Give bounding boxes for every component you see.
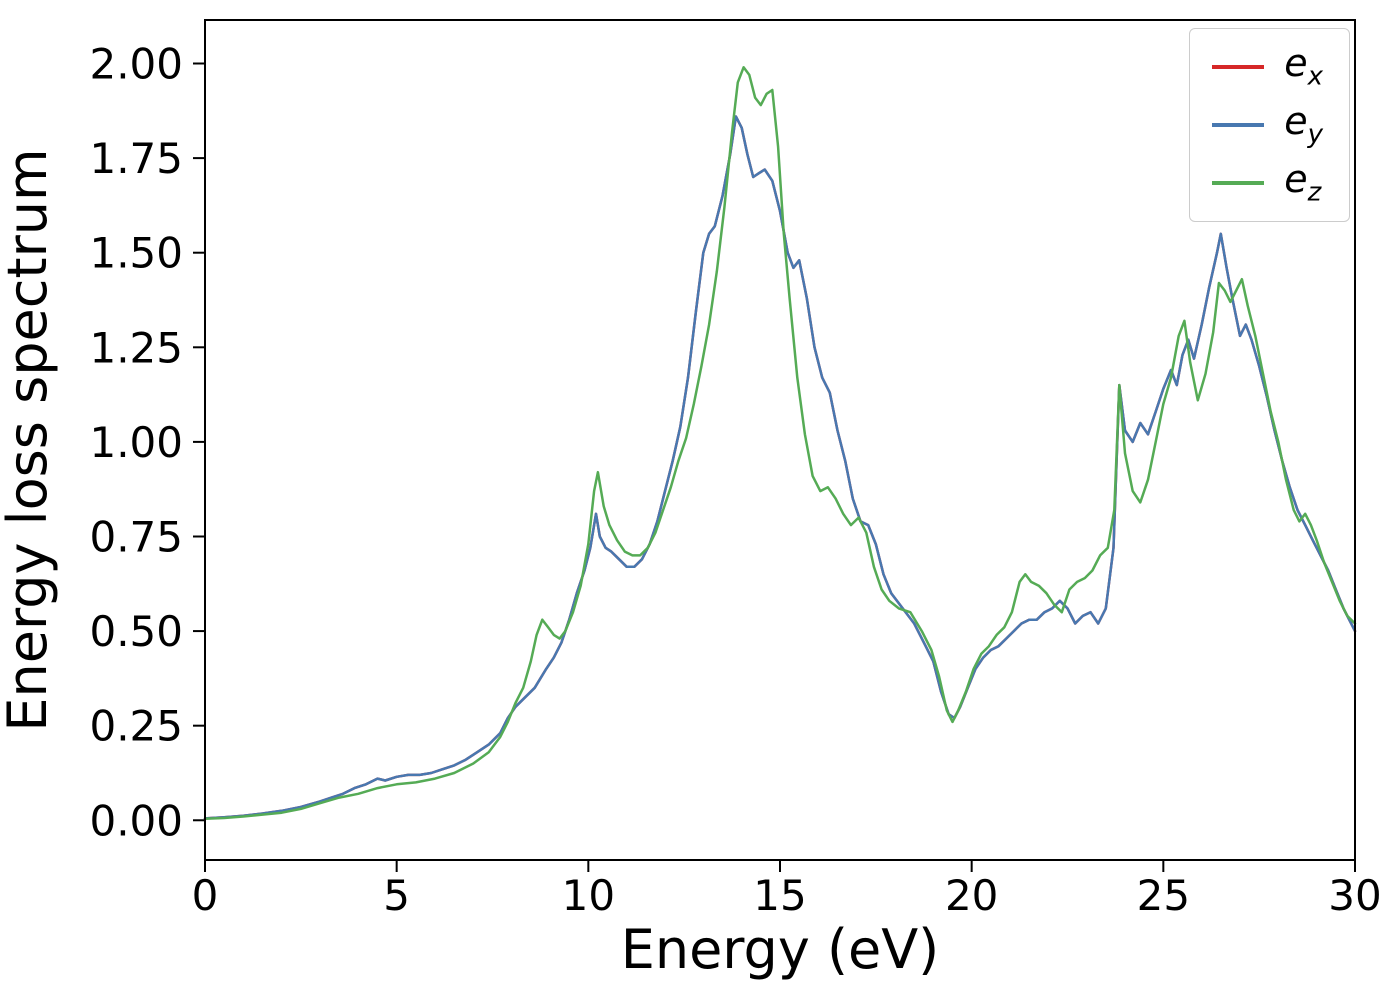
y-tick-label: 1.25 [89,323,183,372]
y-tick-label: 1.75 [89,134,183,183]
legend-label-e_x: ex [1284,41,1323,92]
series-line-e_x [203,115,1357,820]
y-tick-label: 0.00 [89,796,183,845]
x-tick-label: 20 [945,871,998,920]
y-axis-title: Energy loss spectrum [0,148,59,731]
x-tick-label: 25 [1137,871,1190,920]
legend-swatch-e_y [1212,123,1265,127]
legend-item-e_z: ez [1212,159,1323,207]
legend-swatch-e_z [1212,181,1265,185]
y-tick-label: 1.50 [89,229,183,278]
x-tick-label: 15 [753,871,806,920]
y-tick-label: 0.50 [89,607,183,656]
series-line-e_z [203,66,1357,821]
legend-item-e_x: ex [1212,43,1323,91]
x-axis-title: Energy (eV) [621,918,940,981]
y-tick-label: 0.75 [89,512,183,561]
x-tick-label: 30 [1328,871,1381,920]
y-tick-label: 1.00 [89,418,183,467]
y-tick-label: 2.00 [89,40,183,89]
legend-item-e_y: ey [1212,101,1323,149]
x-tick-label: 0 [192,871,219,920]
legend: ex ey ez [1189,28,1350,222]
plot-layer: 0 5 10 15 20 25 30 0.00 0.25 0.50 0.75 1.00 1.25 1.50… [89,19,1382,920]
y-tick-label: 0.25 [89,702,183,751]
series-line-e_y [203,115,1357,820]
legend-label-e_z: ez [1284,157,1322,208]
plot-border [204,19,1356,861]
legend-swatch-e_x [1212,65,1265,69]
x-tick-label: 5 [383,871,410,920]
legend-label-e_y: ey [1284,99,1323,150]
x-tick-label: 10 [562,871,615,920]
